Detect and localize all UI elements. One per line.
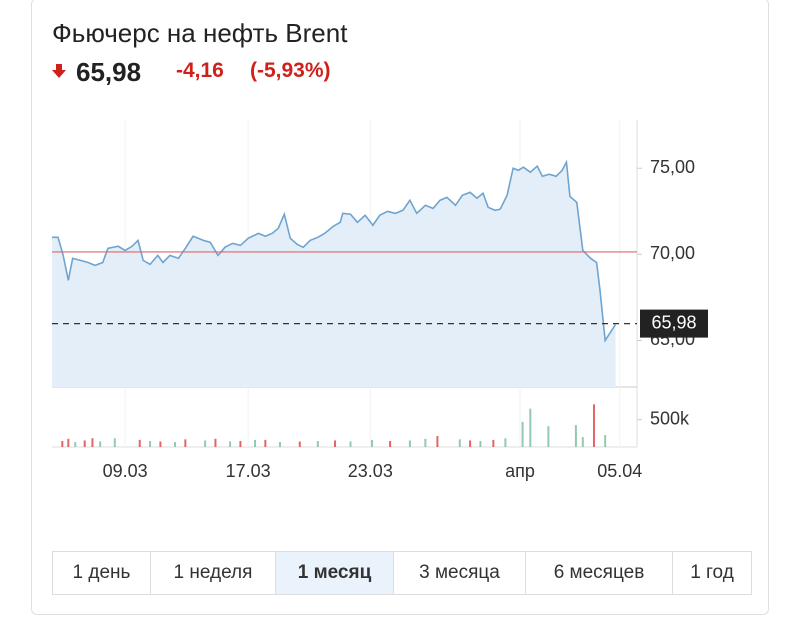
volume-bar bbox=[264, 439, 267, 447]
price: 65,98 bbox=[76, 57, 142, 87]
volume-bar bbox=[316, 440, 319, 447]
volume-bar bbox=[229, 441, 232, 447]
y-tick-label: 500k bbox=[650, 408, 690, 428]
volume-bar bbox=[492, 439, 495, 447]
volume-bar bbox=[504, 438, 507, 447]
volume-bar bbox=[298, 441, 301, 447]
volume-bar bbox=[408, 440, 411, 447]
volume-bar bbox=[349, 441, 352, 447]
range-selector: 1 день 1 неделя 1 месяц 3 месяца 6 месяцев 1 … bbox=[52, 551, 752, 595]
volume-bar bbox=[74, 442, 77, 447]
volume-bar bbox=[138, 439, 141, 447]
volume-bar bbox=[529, 408, 532, 447]
card bbox=[31, 0, 769, 615]
volume-bar bbox=[458, 439, 461, 447]
y-tick-label: 70,00 bbox=[650, 243, 695, 263]
volume-bar bbox=[159, 441, 162, 447]
area-fill bbox=[52, 162, 616, 387]
volume-bar bbox=[113, 438, 116, 447]
y-tick-label: 75,00 bbox=[650, 157, 695, 177]
range-button[interactable]: 6 месяцев bbox=[526, 552, 673, 594]
volume-bar bbox=[469, 440, 472, 447]
volume-bar bbox=[334, 440, 337, 447]
range-button[interactable]: 1 год bbox=[690, 562, 734, 583]
volume-bar bbox=[371, 439, 374, 447]
volume-bar bbox=[83, 440, 86, 447]
volume-bar bbox=[254, 439, 257, 447]
volume-bar bbox=[547, 426, 550, 447]
last-price-box bbox=[640, 309, 708, 338]
volume-bar bbox=[149, 440, 152, 447]
x-tick-label: 05.04 bbox=[597, 461, 642, 481]
x-tick-label: 17.03 bbox=[226, 461, 271, 481]
volume-bar bbox=[436, 436, 439, 447]
volume-bar bbox=[574, 425, 577, 447]
volume-bar bbox=[214, 438, 217, 447]
volume-bar bbox=[581, 437, 584, 447]
volume-bar bbox=[604, 434, 607, 447]
x-tick-label: апр bbox=[505, 461, 535, 481]
volume-bar bbox=[521, 421, 524, 447]
volume-bar bbox=[99, 441, 102, 447]
title: Фьючерс на нефть Brent bbox=[52, 18, 348, 48]
volume-bar bbox=[67, 438, 70, 447]
volume-bar bbox=[61, 440, 64, 447]
range-button[interactable]: 1 неделя bbox=[151, 552, 276, 594]
price-line bbox=[52, 159, 617, 343]
volume-bar bbox=[424, 438, 427, 447]
volume-bar bbox=[479, 440, 482, 447]
change: -4,16 bbox=[176, 59, 224, 82]
volume-bar bbox=[91, 438, 94, 447]
volume-bar bbox=[174, 442, 177, 447]
change-percent: (-5,93%) bbox=[250, 59, 331, 82]
range-button[interactable]: 3 месяца bbox=[394, 552, 526, 594]
volume-bar bbox=[239, 440, 242, 447]
volume-bar bbox=[204, 440, 207, 447]
range-button[interactable]: 1 день bbox=[53, 552, 151, 594]
range-button[interactable]: 1 месяц bbox=[276, 552, 394, 594]
volume-bar bbox=[592, 404, 595, 447]
volume-bar bbox=[184, 439, 187, 447]
volume-bar bbox=[278, 442, 281, 447]
x-tick-label: 23.03 bbox=[348, 461, 393, 481]
chart: 09.0317.0323.03апр05.04Investing.com65,0… bbox=[52, 120, 708, 481]
last-price-label: 65,98 bbox=[651, 312, 696, 332]
down-arrow bbox=[52, 64, 66, 78]
volume-bar bbox=[389, 440, 392, 447]
x-tick-label: 09.03 bbox=[103, 461, 148, 481]
